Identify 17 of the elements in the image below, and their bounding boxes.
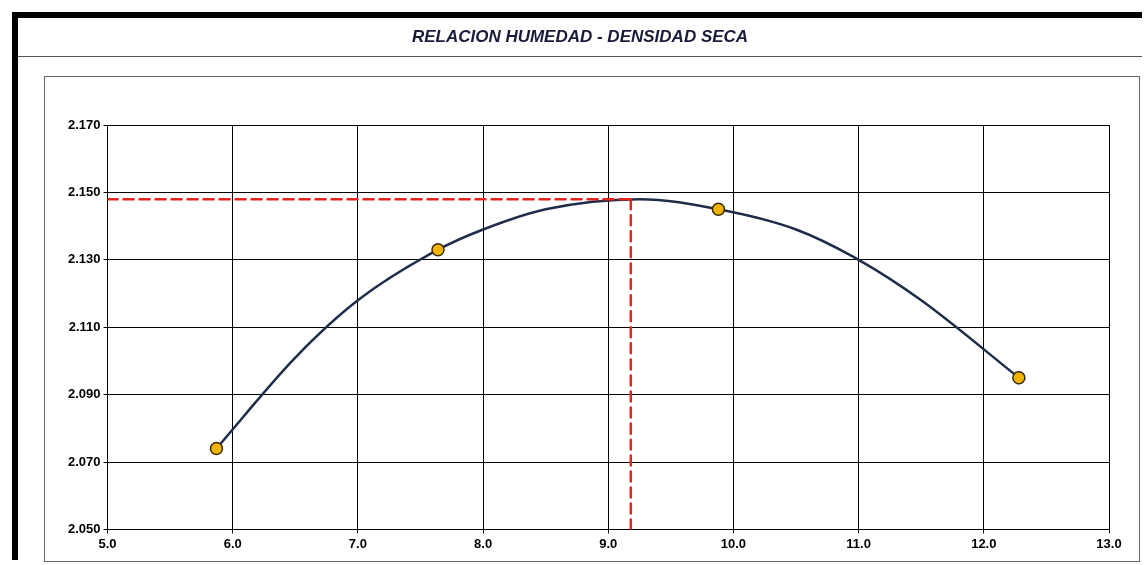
- y-tick-label: 2.050: [67, 520, 101, 536]
- x-tick-label: 7.0: [348, 535, 367, 551]
- x-tick-label: 10.0: [720, 535, 747, 551]
- x-tick-label: 9.0: [599, 535, 618, 551]
- x-tick-label: 13.0: [1096, 535, 1122, 551]
- x-tick-label: 11.0: [846, 535, 871, 551]
- y-tick-label: 2.090: [67, 386, 101, 402]
- y-tick-label: 2.070: [67, 453, 101, 469]
- chart-title: RELACION HUMEDAD - DENSIDAD SECA: [18, 18, 1142, 57]
- y-tick-label: 2.150: [67, 183, 101, 199]
- x-tick-label: 5.0: [98, 535, 117, 551]
- y-tick-label: 2.170: [67, 116, 101, 132]
- y-tick-label: 2.110: [68, 318, 101, 334]
- y-tick-label: 2.130: [67, 251, 101, 267]
- x-tick-label: 12.0: [971, 535, 997, 551]
- x-tick-label: 8.0: [474, 535, 493, 551]
- x-tick-label: 6.0: [223, 535, 242, 551]
